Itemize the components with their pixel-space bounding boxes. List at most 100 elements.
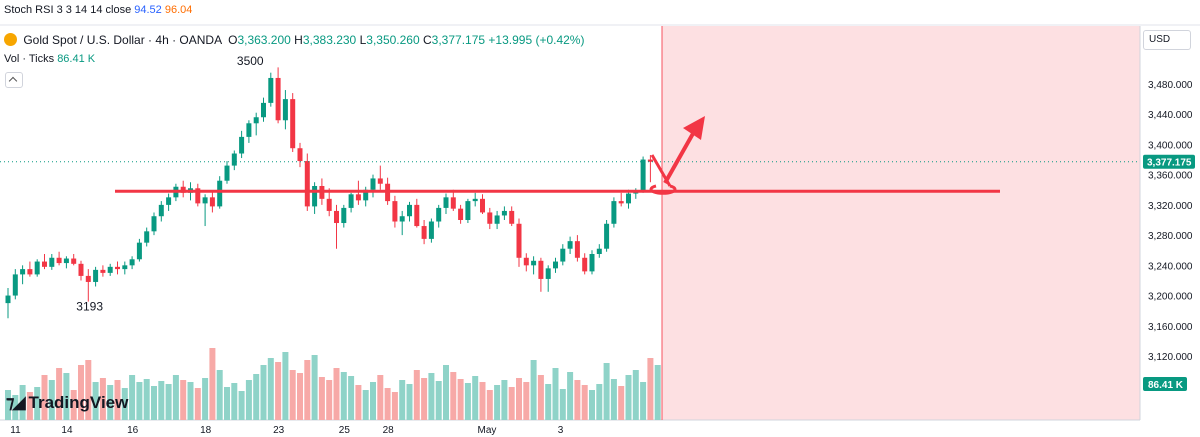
- volume-bar: [559, 389, 566, 420]
- volume-bar: [333, 368, 340, 420]
- volume-bar: [158, 381, 165, 420]
- volume-bar: [603, 363, 610, 420]
- collapse-legend-button[interactable]: [5, 72, 23, 88]
- candle-body: [180, 186, 186, 193]
- candle-body: [93, 269, 99, 282]
- time-tick-label: 18: [200, 425, 212, 436]
- volume-bar: [202, 378, 209, 420]
- candle-body: [399, 216, 405, 222]
- volume-bar: [12, 395, 19, 420]
- candle-body: [231, 153, 237, 166]
- volume-bar: [428, 373, 435, 420]
- volume-bar: [129, 375, 136, 420]
- volume-bar: [494, 385, 501, 420]
- candle-body: [297, 148, 303, 162]
- volume-bar: [516, 378, 522, 420]
- candle-body: [151, 216, 157, 232]
- volume-bar: [136, 382, 143, 420]
- candle-body: [71, 258, 77, 264]
- price-tick-label: 3,480.000: [1148, 80, 1193, 91]
- projection-arrow-shaft[interactable]: [663, 129, 697, 184]
- volume-bar: [99, 378, 106, 420]
- volume-bar: [304, 360, 311, 420]
- candle-body: [348, 194, 354, 208]
- candle-body: [531, 260, 537, 266]
- volume-bar: [610, 379, 617, 420]
- volume-legend[interactable]: Vol · Ticks 86.41 K: [4, 53, 95, 65]
- volume-bar: [209, 348, 216, 420]
- last-price-label: 3,377.175: [1147, 158, 1192, 169]
- tradingview-mark-icon: ⁊◢: [6, 393, 25, 412]
- volume-bar: [406, 384, 413, 420]
- tradingview-logo[interactable]: ⁊◢ TradingView: [6, 393, 128, 413]
- volume-bar: [435, 381, 442, 420]
- candle-body: [34, 261, 40, 275]
- change-value: +13.995 (+0.42%): [488, 33, 585, 47]
- volume-bar: [41, 375, 48, 420]
- time-tick-label: 23: [273, 425, 285, 436]
- candle-body: [355, 194, 361, 201]
- candle-body: [144, 231, 150, 243]
- volume-bar: [275, 362, 282, 420]
- volume-bar: [530, 360, 537, 420]
- candle-body: [63, 258, 69, 264]
- volume-bar: [282, 352, 289, 420]
- candle-body: [56, 257, 62, 264]
- volume-bar: [231, 383, 238, 420]
- candle-body: [567, 241, 573, 249]
- symbol-legend[interactable]: Gold Spot / U.S. Dollar · 4h · OANDA O3,…: [4, 33, 584, 47]
- candle-body: [246, 123, 252, 137]
- volume-bar: [362, 390, 369, 420]
- candle-body: [647, 159, 653, 162]
- candle-body: [626, 193, 631, 204]
- price-tick-label: 3,400.000: [1148, 140, 1193, 151]
- candle-body: [472, 198, 478, 202]
- volume-bar: [172, 375, 179, 420]
- stoch-k-value: 94.52: [134, 4, 162, 16]
- candle-body: [78, 263, 84, 276]
- candle-body: [363, 189, 369, 201]
- stoch-rsi-legend[interactable]: Stoch RSI 3 3 14 14 close 94.52 96.04: [4, 4, 192, 16]
- time-tick-label: 14: [61, 425, 73, 436]
- volume-bar: [450, 372, 457, 420]
- candle-body: [224, 165, 230, 181]
- volume-bar: [311, 355, 318, 420]
- price-tick-label: 3,320.000: [1148, 201, 1193, 212]
- candle-body: [42, 261, 47, 267]
- volume-bar: [464, 383, 471, 420]
- projection-zone: [662, 26, 1140, 420]
- currency-selector[interactable]: USD: [1143, 30, 1191, 50]
- candle-body: [487, 212, 493, 224]
- candle-body: [465, 201, 471, 220]
- volume-bar: [596, 384, 603, 420]
- candle-body: [574, 241, 580, 258]
- candle-body: [85, 275, 91, 282]
- time-tick-label: 3: [558, 425, 564, 436]
- candle-body: [12, 274, 18, 296]
- volume-bar: [654, 365, 661, 420]
- volume-bar: [348, 376, 355, 420]
- volume-label: Vol · Ticks: [4, 53, 55, 65]
- volume-bar: [370, 382, 376, 420]
- candle-body: [618, 201, 624, 204]
- candle-body: [312, 186, 318, 207]
- volume-bar: [479, 382, 486, 420]
- volume-bar: [508, 387, 515, 420]
- volume-bar: [34, 387, 41, 420]
- volume-bar: [413, 370, 420, 420]
- candle-body: [640, 159, 646, 192]
- candle-body: [377, 178, 383, 184]
- volume-badge-label: 86.41 K: [1148, 380, 1184, 391]
- volume-bar: [78, 365, 84, 420]
- candle-body: [596, 248, 602, 254]
- volume-bar: [421, 378, 428, 420]
- volume-bar: [56, 368, 63, 420]
- high-label: H: [294, 33, 303, 47]
- candle-body: [239, 136, 245, 154]
- price-tick-label: 3,440.000: [1148, 110, 1193, 121]
- volume-bar: [245, 380, 252, 420]
- volume-bar: [121, 388, 128, 420]
- candle-body: [217, 180, 223, 207]
- candle-body: [326, 198, 332, 211]
